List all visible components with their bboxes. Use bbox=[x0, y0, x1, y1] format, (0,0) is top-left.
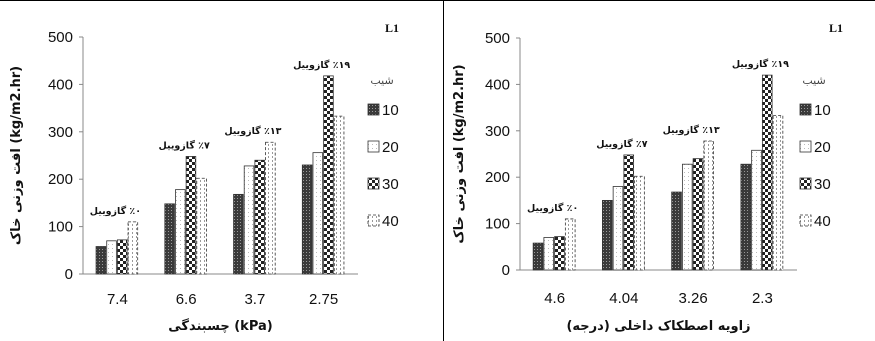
bar-series-10-cat-1 bbox=[164, 203, 175, 275]
y-tick-label: 0 bbox=[502, 262, 510, 279]
group-annotation: ١٣٪ گازوییل bbox=[663, 124, 720, 136]
bar-series-20-cat-3 bbox=[312, 152, 324, 275]
legend-swatch-40 bbox=[799, 214, 812, 227]
bar-series-40-cat-0 bbox=[127, 221, 139, 275]
legend-swatch-10 bbox=[367, 103, 380, 116]
y-tick-label: 400 bbox=[48, 76, 73, 93]
bar-series-20-cat-1 bbox=[175, 189, 186, 275]
y-tick-label: 200 bbox=[485, 169, 510, 186]
chart-panel-friction-angle: L1 0 100 200 300 400 500 4.6 ٠٪ گازوییل 4.04 ٧٪ گا… bbox=[452, 21, 843, 334]
y-tick-label: 500 bbox=[485, 30, 510, 47]
panel-tag: L1 bbox=[385, 21, 399, 35]
bar-series-30-cat-3 bbox=[761, 74, 773, 271]
y-tick-label: 300 bbox=[485, 123, 510, 140]
group-annotation: ٧٪ گازوییل bbox=[158, 139, 210, 151]
y-tick-label: 100 bbox=[485, 216, 510, 233]
bar-series-10-cat-0 bbox=[532, 242, 544, 271]
y-tick-label: 100 bbox=[48, 219, 73, 236]
y-axis-label: افت وزنی خاک (kg/m2.hr) bbox=[452, 64, 467, 243]
legend-label-30: 30 bbox=[814, 176, 831, 193]
x-tick-label: 2.75 bbox=[309, 291, 338, 308]
x-tick-label: 4.04 bbox=[609, 290, 638, 307]
bar-series-20-cat-3 bbox=[751, 149, 762, 271]
legend-label-30: 30 bbox=[382, 176, 399, 193]
y-tick-label: 400 bbox=[485, 76, 510, 93]
x-axis-label: زاویه اصطکاک داخلی (درجه) bbox=[566, 319, 750, 334]
group-annotation: ٧٪ گازوییل bbox=[596, 138, 648, 150]
legend-label-40: 40 bbox=[382, 213, 399, 230]
y-tick-label: 300 bbox=[48, 124, 73, 141]
legend-label-10: 10 bbox=[382, 102, 399, 119]
legend-swatch-30 bbox=[367, 177, 380, 190]
bar-series-30-cat-1 bbox=[623, 154, 635, 271]
x-axis-label: چسبندگی (kPa) bbox=[168, 318, 272, 334]
bar-series-20-cat-2 bbox=[243, 165, 255, 275]
group-annotation: ٠٪ گازوییل bbox=[90, 205, 141, 217]
bar-series-20-cat-1 bbox=[612, 186, 624, 271]
bar-series-30-cat-2 bbox=[692, 158, 704, 271]
bar-series-20-cat-0 bbox=[543, 237, 555, 271]
bar-series-10-cat-3 bbox=[740, 163, 752, 271]
y-axis-label: افت وزنی خاک (kg/m2.hr) bbox=[9, 66, 24, 245]
bar-series-40-cat-2 bbox=[703, 140, 714, 271]
group-annotation: ٠٪ گازوییل bbox=[527, 202, 578, 214]
x-tick-label: 6.6 bbox=[176, 291, 197, 308]
bar-series-40-cat-2 bbox=[265, 141, 276, 275]
legend-swatch-40 bbox=[367, 214, 380, 227]
legend-title: شیب bbox=[370, 74, 393, 87]
x-tick-label: 7.4 bbox=[107, 291, 128, 308]
panel-tag: L1 bbox=[829, 21, 843, 35]
y-tick-label: 200 bbox=[48, 171, 73, 188]
legend-title: شیب bbox=[802, 74, 825, 87]
bar-series-10-cat-2 bbox=[671, 191, 682, 271]
bar-series-20-cat-2 bbox=[681, 163, 693, 271]
legend-swatch-30 bbox=[799, 177, 812, 190]
y-tick-label: 500 bbox=[48, 29, 73, 46]
group-annotation: ١٩٪ گازوییل bbox=[293, 59, 350, 71]
bar-series-10-cat-1 bbox=[602, 199, 613, 271]
x-tick-label: 3.7 bbox=[244, 291, 265, 308]
chart-panel-cohesion: L1 0 100 200 300 400 500 7.4 ٠٪ گازوییل 6.6 ٧٪ گاز… bbox=[9, 21, 399, 334]
bar-series-40-cat-1 bbox=[634, 175, 645, 271]
y-tick-label: 0 bbox=[65, 266, 73, 283]
bar-series-10-cat-3 bbox=[301, 164, 313, 275]
legend-label-20: 20 bbox=[814, 139, 831, 156]
group-annotation: ١٩٪ گازوییل bbox=[732, 58, 789, 70]
legend-swatch-20 bbox=[799, 140, 812, 153]
bar-series-10-cat-0 bbox=[95, 246, 107, 275]
bar-series-30-cat-2 bbox=[254, 159, 265, 275]
legend-label-40: 40 bbox=[814, 213, 831, 230]
group-annotation: ١٣٪ گازوییل bbox=[224, 125, 281, 137]
legend-label-20: 20 bbox=[382, 139, 399, 156]
bar-series-20-cat-0 bbox=[106, 240, 117, 275]
x-tick-label: 4.6 bbox=[544, 290, 565, 307]
x-tick-label: 3.26 bbox=[679, 290, 708, 307]
bar-series-30-cat-3 bbox=[323, 75, 334, 275]
legend-swatch-20 bbox=[367, 140, 380, 153]
bar-series-30-cat-0 bbox=[116, 239, 128, 275]
bar-series-40-cat-1 bbox=[196, 177, 207, 275]
x-tick-label: 2.3 bbox=[752, 290, 773, 307]
bar-series-30-cat-1 bbox=[185, 156, 197, 275]
bar-series-10-cat-2 bbox=[233, 193, 244, 275]
bar-series-40-cat-0 bbox=[564, 218, 576, 271]
legend-label-10: 10 bbox=[814, 102, 831, 119]
bar-series-40-cat-3 bbox=[772, 115, 784, 271]
bar-series-30-cat-0 bbox=[554, 236, 565, 271]
legend-swatch-10 bbox=[799, 103, 812, 116]
bar-series-40-cat-3 bbox=[333, 115, 345, 275]
